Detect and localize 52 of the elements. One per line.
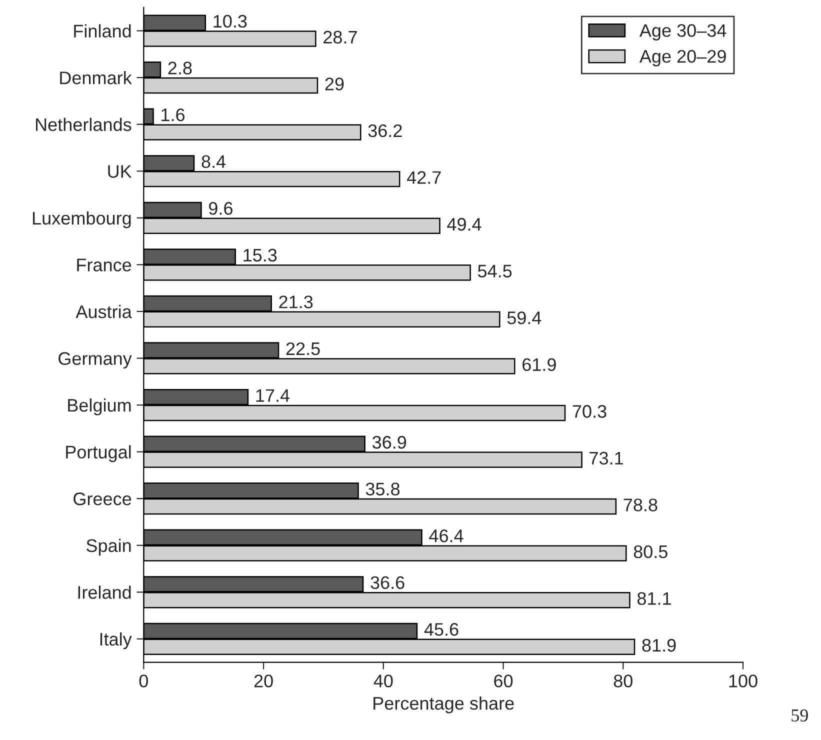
data-label: 81.9 bbox=[642, 638, 676, 652]
y-tick-label: UK bbox=[108, 165, 132, 178]
x-tick-label: 60 bbox=[494, 674, 513, 688]
data-label: 49.4 bbox=[447, 218, 482, 231]
data-label: 17.4 bbox=[256, 389, 290, 402]
x-tick-label: 0 bbox=[139, 674, 148, 688]
data-label: 22.5 bbox=[286, 342, 320, 356]
data-label: 36.2 bbox=[368, 124, 402, 138]
y-tick-label: France bbox=[77, 258, 132, 272]
data-label: 59.4 bbox=[507, 311, 542, 324]
x-axis-title: Percentage share bbox=[374, 696, 514, 714]
y-tick-label: Denmark bbox=[60, 71, 132, 84]
y-tick-label: Portugal bbox=[66, 445, 131, 462]
data-label: 46.4 bbox=[429, 529, 464, 542]
y-tick-label: Finland bbox=[74, 24, 131, 38]
y-tick-label: Italy bbox=[100, 632, 132, 650]
legend-label: Age 30–34 bbox=[639, 24, 726, 40]
data-label: 42.7 bbox=[406, 171, 441, 184]
data-label: 2.8 bbox=[168, 62, 192, 74]
x-tick-label: 40 bbox=[374, 674, 393, 688]
data-label: 70.3 bbox=[572, 405, 606, 418]
data-label: 78.8 bbox=[624, 498, 658, 512]
y-tick-label: Luxembourg bbox=[32, 211, 131, 228]
data-label: 80.5 bbox=[634, 545, 668, 558]
y-tick-label: Germany bbox=[58, 352, 132, 369]
data-label: 21.3 bbox=[279, 296, 313, 308]
x-tick-label: 100 bbox=[729, 674, 758, 688]
x-tick-label: 80 bbox=[614, 674, 632, 688]
data-label: 29 bbox=[325, 78, 344, 90]
data-label: 10.3 bbox=[214, 14, 247, 28]
data-label: 15.3 bbox=[244, 248, 277, 262]
data-label: 1.6 bbox=[162, 108, 185, 122]
y-tick-label: Spain bbox=[86, 538, 131, 556]
y-tick-label: Netherlands bbox=[36, 118, 132, 132]
data-label: 54.5 bbox=[478, 264, 512, 278]
data-label: 81.1 bbox=[637, 592, 671, 605]
data-label: 45.6 bbox=[424, 623, 458, 636]
legend-label: Age 20–29 bbox=[639, 50, 726, 66]
data-label: 61.9 bbox=[522, 358, 556, 372]
x-tick-label: 20 bbox=[254, 674, 273, 688]
data-label: 73.1 bbox=[590, 452, 623, 465]
y-tick-label: Belgium bbox=[68, 398, 131, 416]
data-label: 36.9 bbox=[372, 436, 406, 449]
data-label: 28.7 bbox=[324, 30, 357, 44]
data-label: 36.6 bbox=[370, 576, 404, 590]
y-tick-label: Ireland bbox=[78, 586, 131, 599]
y-tick-label: Austria bbox=[76, 304, 132, 318]
text: 59 bbox=[792, 709, 808, 722]
data-label: 9.6 bbox=[209, 202, 232, 215]
data-label: 35.8 bbox=[366, 482, 400, 496]
y-tick-label: Greece bbox=[74, 492, 132, 506]
data-label: 8.4 bbox=[202, 155, 226, 168]
